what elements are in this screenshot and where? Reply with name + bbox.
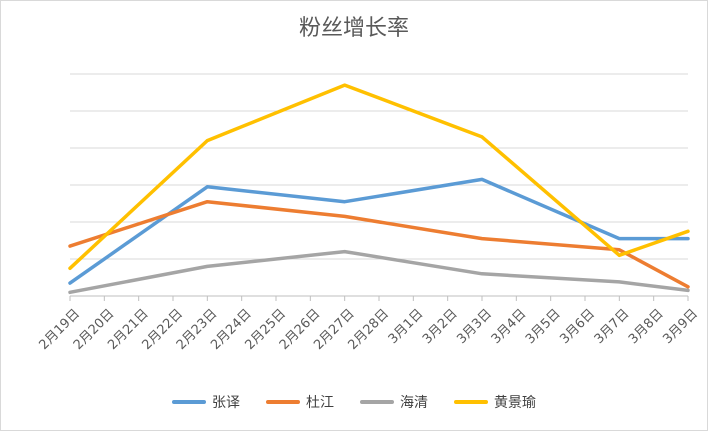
chart-title: 粉丝增长率: [298, 16, 409, 41]
legend-swatch: [454, 400, 488, 404]
legend-item: 海清: [360, 392, 428, 412]
legend-label: 杜江: [306, 395, 334, 411]
series-line-2: [68, 249, 690, 295]
legend-label: 张译: [212, 395, 240, 411]
legend-label: 海清: [400, 395, 428, 411]
x-tick-label: 3月6日: [557, 306, 598, 347]
x-tick-label: 3月5日: [523, 306, 564, 347]
legend-item: 杜江: [266, 392, 334, 412]
series-line-3: [68, 83, 690, 271]
legend-swatch: [266, 400, 300, 404]
x-tick-label: 3月9日: [660, 306, 701, 347]
x-axis: 2月19日2月20日2月21日2月22日2月23日2月24日2月25日2月26日…: [37, 296, 701, 353]
legend-item: 张译: [172, 392, 240, 412]
gridlines: [70, 73, 688, 297]
x-tick-label: 3月2日: [420, 306, 461, 347]
series-line-0: [68, 177, 690, 285]
series-line-1: [68, 199, 690, 289]
legend-swatch: [172, 400, 206, 404]
x-tick-label: 3月7日: [592, 306, 633, 347]
x-tick-label: 3月1日: [386, 306, 427, 347]
legend: 张译 杜江 海清 黄景瑜: [0, 392, 708, 412]
legend-label: 黄景瑜: [494, 395, 536, 411]
x-tick-label: 3月8日: [626, 306, 667, 347]
x-tick-label: 3月4日: [489, 306, 530, 347]
legend-swatch: [360, 400, 394, 404]
x-tick-label: 3月3日: [454, 306, 495, 347]
legend-item: 黄景瑜: [454, 392, 536, 412]
series-lines: [68, 83, 690, 295]
